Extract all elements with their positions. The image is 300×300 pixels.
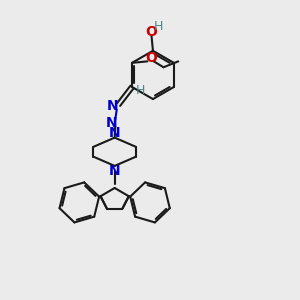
Text: O: O [145,25,157,39]
Text: H: H [136,84,146,97]
Text: N: N [105,116,117,130]
Text: H: H [154,20,163,33]
Text: N: N [109,164,121,178]
Text: O: O [145,50,157,64]
Text: N: N [107,99,118,113]
Text: N: N [109,126,121,140]
